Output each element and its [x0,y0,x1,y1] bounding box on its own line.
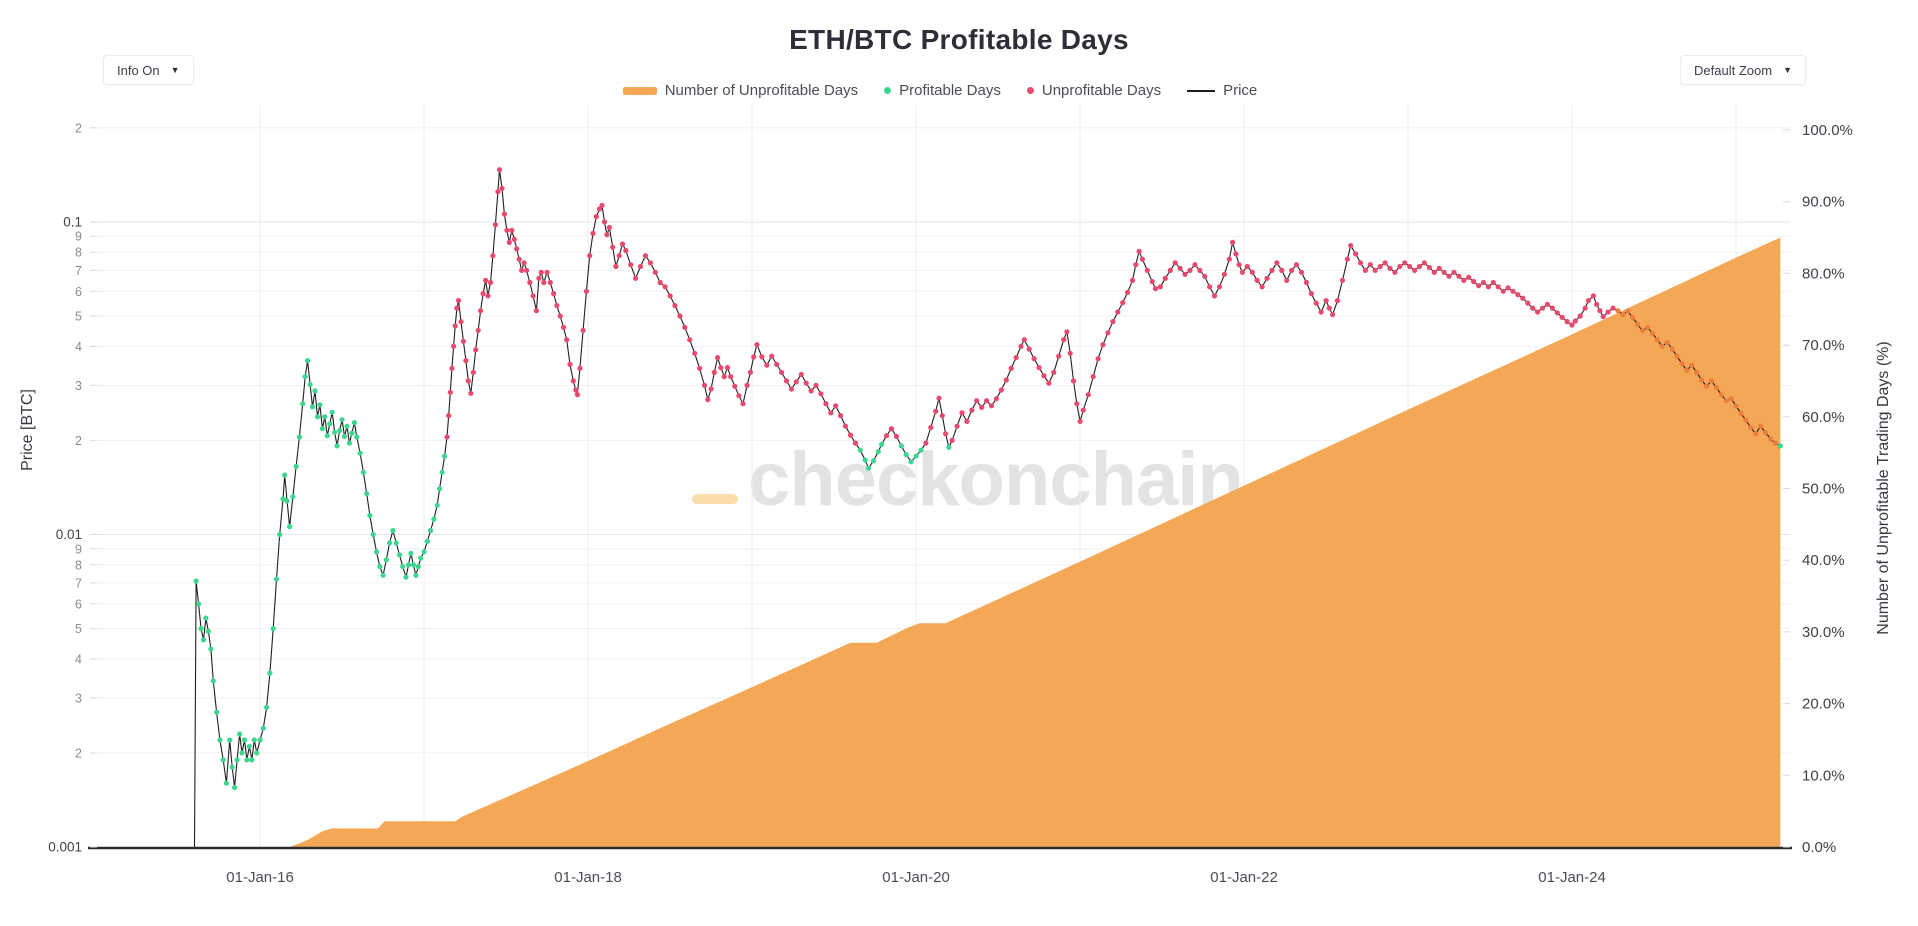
area-swatch-icon [622,86,657,95]
svg-text:01-Jan-20: 01-Jan-20 [882,869,950,886]
svg-text:5: 5 [75,310,82,324]
svg-text:70.0%: 70.0% [1802,337,1845,354]
svg-text:100.0%: 100.0% [1802,122,1853,139]
svg-text:5: 5 [75,622,82,636]
svg-text:7: 7 [75,264,82,278]
svg-text:10.0%: 10.0% [1802,767,1845,784]
green-dot-icon [884,87,892,94]
svg-text:9: 9 [75,542,82,556]
svg-text:80.0%: 80.0% [1802,265,1845,282]
svg-text:0.0%: 0.0% [1802,839,1836,856]
svg-text:0.001: 0.001 [48,840,82,855]
svg-text:3: 3 [75,379,82,393]
info-toggle-label: Info On [117,62,160,78]
price-markers[interactable] [193,167,1783,791]
svg-text:9: 9 [75,230,82,244]
svg-text:20.0%: 20.0% [1802,696,1845,713]
svg-text:7: 7 [75,576,82,590]
page-title: ETH/BTC Profitable Days [789,24,1129,55]
svg-text:2: 2 [75,121,82,135]
svg-text:0.01: 0.01 [56,527,82,542]
legend-item-unprofitable-days-area[interactable]: Number of Unprofitable Days [622,82,859,99]
svg-text:30.0%: 30.0% [1802,624,1845,641]
legend-label: Price [1223,82,1258,99]
line-swatch-icon [1187,89,1216,92]
svg-text:3: 3 [75,691,82,705]
svg-text:6: 6 [75,285,82,299]
svg-text:2: 2 [75,746,82,760]
legend-item-unprofitable-days[interactable]: Unprofitable Days [1026,82,1162,99]
svg-text:01-Jan-18: 01-Jan-18 [554,869,622,886]
info-toggle-dropdown[interactable]: Info On ▼ [103,55,194,85]
svg-text:4: 4 [75,652,82,666]
zoom-dropdown[interactable]: Default Zoom ▼ [1680,55,1806,85]
svg-text:2: 2 [75,434,82,448]
svg-text:50.0%: 50.0% [1802,481,1845,498]
right-tick-labels: 0.0% 10.0% 20.0% 30.0% 40.0% 50.0% 60.0% 70.0% 8… [1783,122,1853,856]
svg-text:01-Jan-16: 01-Jan-16 [226,869,294,886]
x-tick-labels: 01-Jan-16 01-Jan-18 01-Jan-20 01-Jan-22 01-J… [226,869,1606,886]
svg-text:4: 4 [75,340,82,354]
svg-text:01-Jan-22: 01-Jan-22 [1210,869,1278,886]
zoom-dropdown-label: Default Zoom [1694,62,1773,78]
svg-text:8: 8 [75,246,82,260]
svg-text:01-Jan-24: 01-Jan-24 [1538,869,1606,886]
legend: Number of Unprofitable Days Profitable D… [90,82,1790,99]
svg-text:40.0%: 40.0% [1802,552,1845,569]
legend-label: Unprofitable Days [1041,82,1162,99]
svg-text:60.0%: 60.0% [1802,409,1845,426]
legend-label: Number of Unprofitable Days [664,82,859,99]
legend-label: Profitable Days [899,82,1001,99]
chevron-down-icon: ▼ [170,65,180,75]
svg-text:8: 8 [75,558,82,572]
svg-text:6: 6 [75,597,82,611]
chevron-down-icon: ▼ [1783,65,1792,75]
svg-text:90.0%: 90.0% [1802,194,1845,211]
unprofitable-days-area[interactable] [194,237,1781,848]
legend-item-price[interactable]: Price [1187,82,1257,99]
red-dot-icon [1026,87,1034,94]
legend-item-profitable-days[interactable]: Profitable Days [884,82,1001,99]
svg-text:0.1: 0.1 [63,214,82,229]
